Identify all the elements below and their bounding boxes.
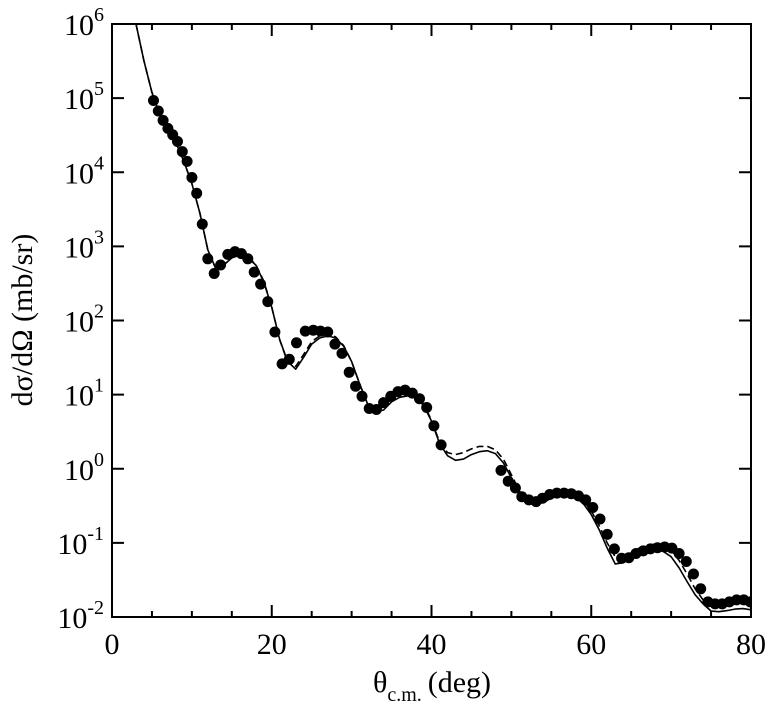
x-tick-label: 60 — [576, 628, 606, 661]
data-point — [608, 543, 620, 555]
solid-curve — [135, 24, 751, 613]
y-tick-base: 10 — [64, 157, 94, 190]
y-tick-exponent: 0 — [94, 449, 104, 471]
y-tick-base: 10 — [64, 306, 94, 339]
y-tick-base: 10 — [64, 380, 94, 413]
x-tick-label: 80 — [736, 628, 766, 661]
y-tick-label: 106 — [64, 4, 104, 42]
x-axis-title: θc.m. (deg) — [373, 666, 491, 706]
data-point — [594, 513, 606, 525]
data-point — [435, 439, 447, 451]
data-markers — [148, 95, 751, 610]
data-point — [378, 397, 390, 409]
data-point — [580, 494, 592, 506]
data-point — [157, 114, 169, 126]
data-point — [744, 596, 751, 608]
axis-ticks — [111, 23, 752, 618]
x-tick-label: 0 — [105, 628, 120, 661]
data-point — [202, 253, 214, 265]
plot-frame — [111, 23, 752, 618]
data-point — [322, 326, 334, 338]
data-point — [176, 146, 188, 158]
data-point — [343, 366, 355, 378]
data-point — [695, 583, 707, 595]
data-point — [336, 347, 348, 359]
x-axis-unit: (deg) — [428, 666, 491, 699]
data-point — [688, 568, 699, 580]
data-point — [291, 337, 302, 349]
data-point — [329, 338, 341, 350]
x-tick-label: 40 — [417, 628, 447, 661]
model-curves — [135, 24, 751, 613]
y-tick-exponent: -1 — [87, 523, 104, 545]
data-point — [356, 390, 368, 402]
data-point — [680, 556, 692, 567]
data-point — [299, 325, 311, 337]
x-axis-subscript: c.m. — [387, 684, 421, 706]
x-tick-labels: 0 20 40 60 80 — [105, 628, 767, 661]
data-point — [181, 155, 193, 167]
y-axis-title: dσ/dΩ (mb/sr) — [6, 234, 39, 407]
y-tick-exponent: 5 — [94, 78, 104, 100]
y-tick-label: 102 — [64, 301, 104, 339]
x-axis-symbol: θ — [373, 666, 387, 699]
data-point — [495, 464, 507, 476]
y-tick-exponent: 1 — [94, 375, 104, 397]
y-tick-exponent: -2 — [87, 597, 104, 619]
y-tick-label: 10-1 — [57, 523, 104, 561]
data-point — [502, 475, 514, 487]
data-point — [269, 326, 281, 338]
data-point — [370, 404, 382, 415]
data-point — [587, 502, 599, 513]
data-point — [414, 393, 425, 405]
y-tick-label: 10-2 — [57, 597, 104, 635]
data-point — [509, 482, 521, 494]
data-point — [186, 172, 198, 183]
y-tick-exponent: 2 — [94, 301, 104, 323]
data-point — [215, 259, 227, 271]
y-tick-exponent: 3 — [94, 226, 104, 248]
y-tick-exponent: 6 — [94, 4, 104, 26]
data-point — [196, 218, 208, 230]
data-point — [208, 268, 220, 279]
data-point — [148, 95, 159, 106]
data-point — [248, 266, 260, 278]
y-tick-base: 10 — [57, 528, 87, 561]
y-tick-label: 100 — [64, 449, 104, 487]
data-point — [673, 548, 685, 559]
data-point — [152, 105, 164, 117]
data-point — [191, 187, 203, 199]
data-point — [172, 136, 183, 147]
data-point — [242, 253, 254, 265]
data-point — [421, 402, 433, 413]
y-tick-base: 10 — [64, 83, 94, 116]
data-point — [283, 353, 295, 365]
y-tick-base: 10 — [64, 9, 94, 42]
x-tick-label: 20 — [257, 628, 287, 661]
data-point — [350, 380, 362, 392]
y-tick-label: 104 — [64, 152, 104, 190]
y-tick-base: 10 — [64, 454, 94, 487]
y-tick-label: 103 — [64, 226, 104, 264]
y-tick-base: 10 — [57, 602, 87, 635]
data-point — [601, 528, 613, 540]
y-tick-label: 105 — [64, 78, 104, 116]
y-tick-label: 101 — [64, 375, 104, 413]
data-point — [428, 420, 440, 432]
y-tick-base: 10 — [64, 231, 94, 264]
dashed-curve — [135, 24, 751, 606]
data-point — [255, 278, 267, 290]
data-point — [262, 296, 274, 308]
y-tick-exponent: 4 — [94, 152, 104, 174]
